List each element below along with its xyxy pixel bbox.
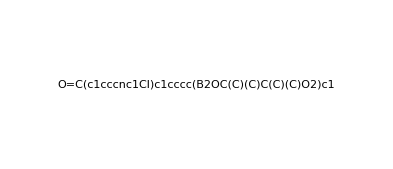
Text: O=C(c1cccnc1Cl)c1cccc(B2OC(C)(C)C(C)(C)O2)c1: O=C(c1cccnc1Cl)c1cccc(B2OC(C)(C)C(C)(C)O… bbox=[58, 79, 335, 90]
